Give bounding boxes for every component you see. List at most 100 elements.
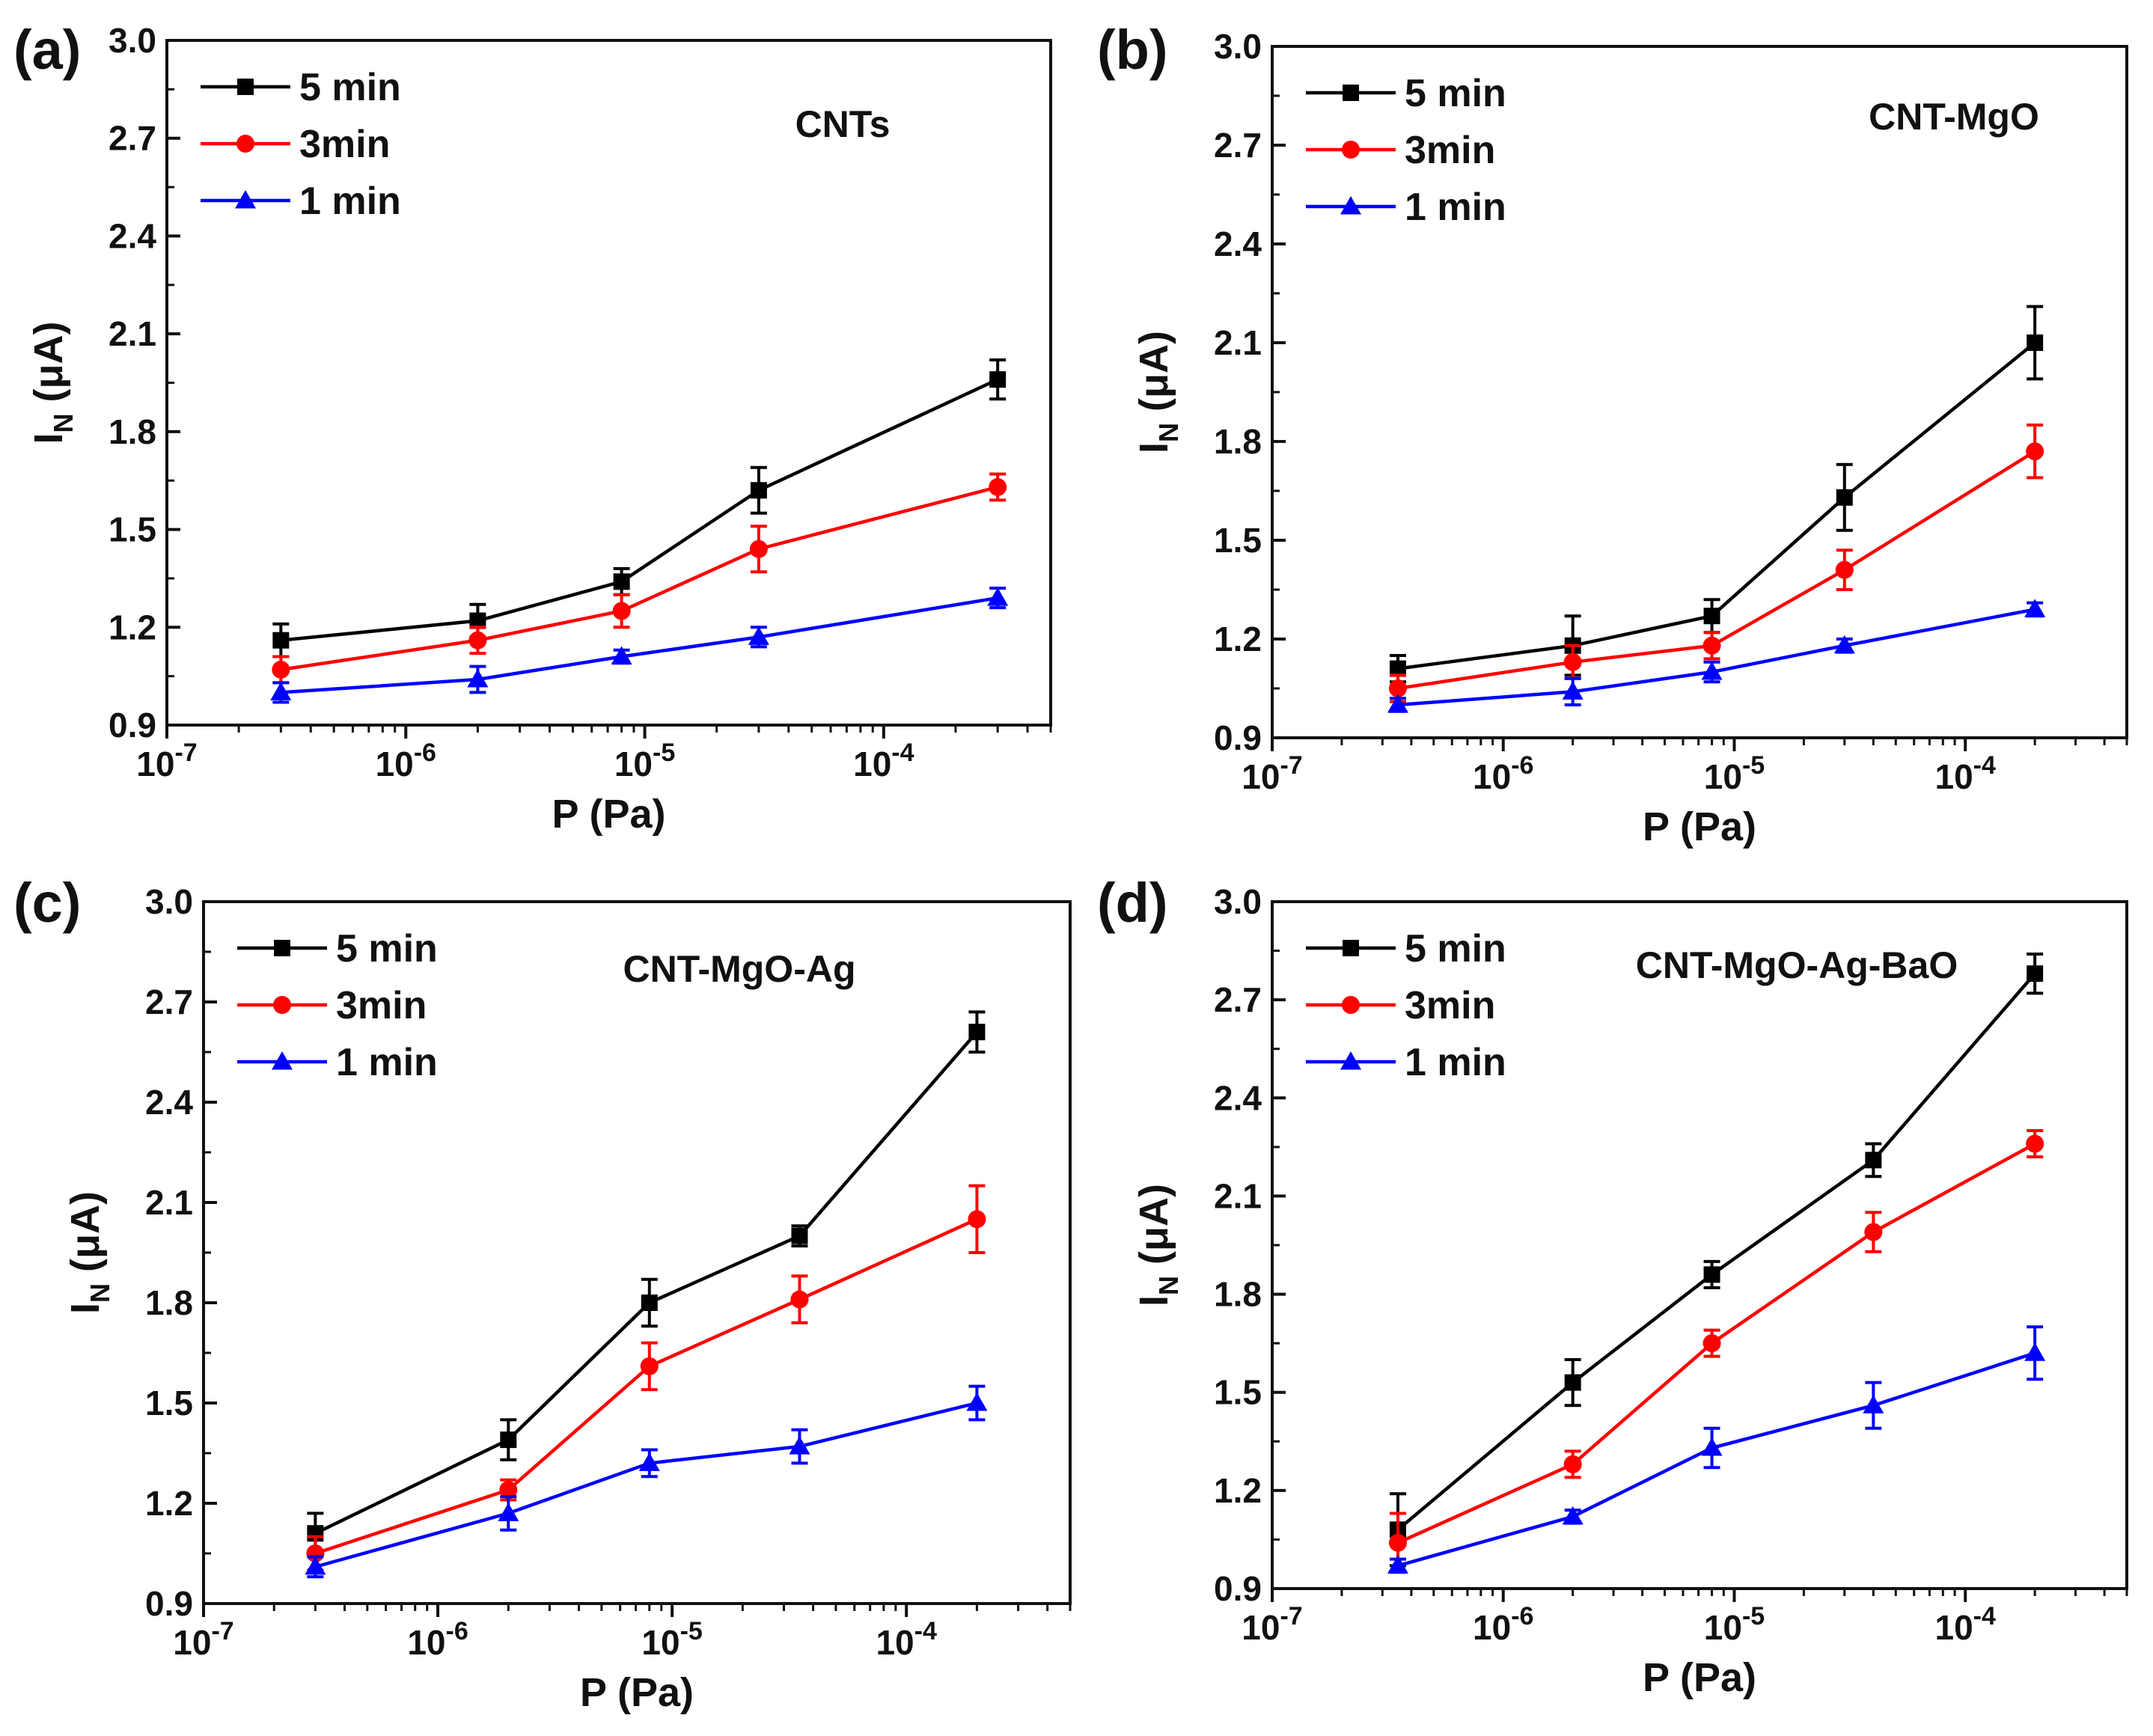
x-axis-title: P (Pa): [552, 792, 665, 837]
data-point: [613, 573, 630, 590]
x-tick-label: 10-7: [136, 739, 197, 783]
sample-title: CNTs: [795, 103, 891, 145]
data-point: [1703, 608, 1720, 625]
x-tick-label: 10-5: [614, 739, 675, 783]
legend-marker: [1343, 85, 1359, 101]
data-point: [305, 1556, 326, 1575]
sample-title: CNT-MgO-Ag: [623, 948, 855, 990]
y-axis-title: IN (μA): [63, 1191, 115, 1314]
series-3min: [272, 472, 1007, 685]
legend-marker: [1342, 141, 1360, 159]
y-tick-label: 3.0: [1214, 27, 1262, 66]
x-tick-label: 10-7: [1242, 751, 1302, 796]
data-point: [748, 626, 769, 645]
data-point: [1836, 489, 1853, 506]
panel-letter: (d): [1097, 872, 1168, 934]
legend-label: 5 min: [336, 927, 438, 971]
legend-marker: [235, 190, 256, 209]
y-axis-title: IN (μA): [26, 321, 79, 444]
data-point: [272, 660, 290, 679]
legend-marker: [1342, 996, 1360, 1014]
data-point: [499, 1481, 518, 1500]
data-point: [1701, 661, 1723, 680]
x-tick-label: 10-5: [641, 1617, 702, 1662]
x-tick-label: 10-5: [1704, 751, 1765, 796]
data-point: [968, 1024, 986, 1041]
series-1min: [270, 587, 1009, 704]
data-point: [1833, 635, 1855, 654]
data-point: [468, 631, 487, 650]
y-tick-label: 2.7: [1214, 980, 1262, 1019]
data-point: [789, 1436, 810, 1455]
y-tick-label: 1.2: [1214, 1471, 1262, 1510]
y-tick-label: 1.2: [145, 1484, 193, 1523]
data-point: [1387, 1555, 1408, 1574]
sample-title: CNT-MgO-Ag-BaO: [1636, 944, 1958, 986]
y-tick-label: 2.4: [109, 216, 156, 255]
data-point: [2027, 334, 2044, 351]
legend-label: 1 min: [299, 180, 401, 223]
data-point: [272, 632, 290, 649]
x-tick-label: 10-4: [1935, 1602, 1996, 1647]
plot-frame: [1271, 45, 2128, 739]
data-point: [987, 587, 1009, 606]
legend-label: 3min: [1405, 129, 1495, 172]
x-tick-label: 10-6: [1473, 751, 1533, 796]
series-1min: [305, 1384, 988, 1579]
data-point: [1563, 652, 1582, 671]
data-point: [2027, 965, 2044, 982]
data-point: [1387, 694, 1408, 713]
legend-marker: [273, 996, 291, 1014]
plot-frame: [202, 900, 1072, 1605]
series-5min: [1389, 305, 2044, 684]
data-point: [1702, 1334, 1721, 1353]
data-point: [1562, 1506, 1584, 1525]
data-point: [2024, 599, 2046, 617]
data-point: [270, 682, 292, 700]
legend-marker: [236, 135, 254, 153]
x-tick-label: 10-6: [407, 1617, 468, 1662]
data-point: [966, 1393, 988, 1411]
sample-title: CNT-MgO: [1869, 96, 2039, 138]
panel-letter: (c): [13, 872, 81, 934]
data-point: [2026, 442, 2044, 461]
data-point: [469, 612, 486, 629]
series-3min: [1388, 424, 2044, 703]
panel-c: 0.9 1.2 1.5 1.8 2.1 2.4 2.7 3.0 10-7 10-6 10-5 10-4…: [13, 872, 1072, 1715]
legend-label: 3min: [336, 984, 427, 1027]
data-point: [1389, 660, 1406, 677]
series-5min: [272, 358, 1007, 658]
data-point: [1388, 679, 1407, 697]
legend-label: 5 min: [1405, 927, 1506, 971]
y-tick-label: 2.4: [1214, 224, 1262, 263]
data-point: [2026, 1134, 2044, 1153]
y-tick-label: 3.0: [145, 882, 193, 921]
legend-label: 3min: [299, 123, 390, 166]
legend: 5 min 3min 1 min: [1306, 927, 1506, 1084]
data-point: [1388, 1533, 1407, 1552]
series-line: [314, 1217, 978, 1556]
legend-label: 5 min: [299, 66, 401, 109]
legend-label: 1 min: [1405, 1041, 1506, 1084]
legend-label: 1 min: [1405, 186, 1506, 229]
y-tick-label: 3.0: [109, 21, 156, 60]
data-point: [1835, 560, 1854, 579]
legend-marker: [1340, 196, 1361, 215]
y-tick-label: 0.9: [1214, 1569, 1262, 1608]
data-point: [611, 646, 632, 664]
panel-d: 0.9 1.2 1.5 1.8 2.1 2.4 2.7 3.0 10-7 10-6 10-5 10-4…: [1097, 872, 2128, 1700]
series-line: [1397, 1351, 2036, 1568]
data-point: [500, 1431, 517, 1449]
plot-frame: [1271, 900, 2128, 1590]
y-tick-label: 0.9: [145, 1584, 193, 1623]
y-tick-label: 1.2: [1214, 620, 1262, 658]
x-tick-label: 10-5: [1704, 1602, 1765, 1647]
data-point: [989, 477, 1007, 496]
y-tick-label: 2.1: [1214, 323, 1262, 362]
y-tick-label: 1.5: [1214, 1373, 1262, 1412]
data-point: [1701, 1437, 1723, 1456]
data-point: [750, 482, 767, 499]
series-line: [281, 485, 998, 672]
x-axis-title: P (Pa): [1643, 804, 1756, 849]
